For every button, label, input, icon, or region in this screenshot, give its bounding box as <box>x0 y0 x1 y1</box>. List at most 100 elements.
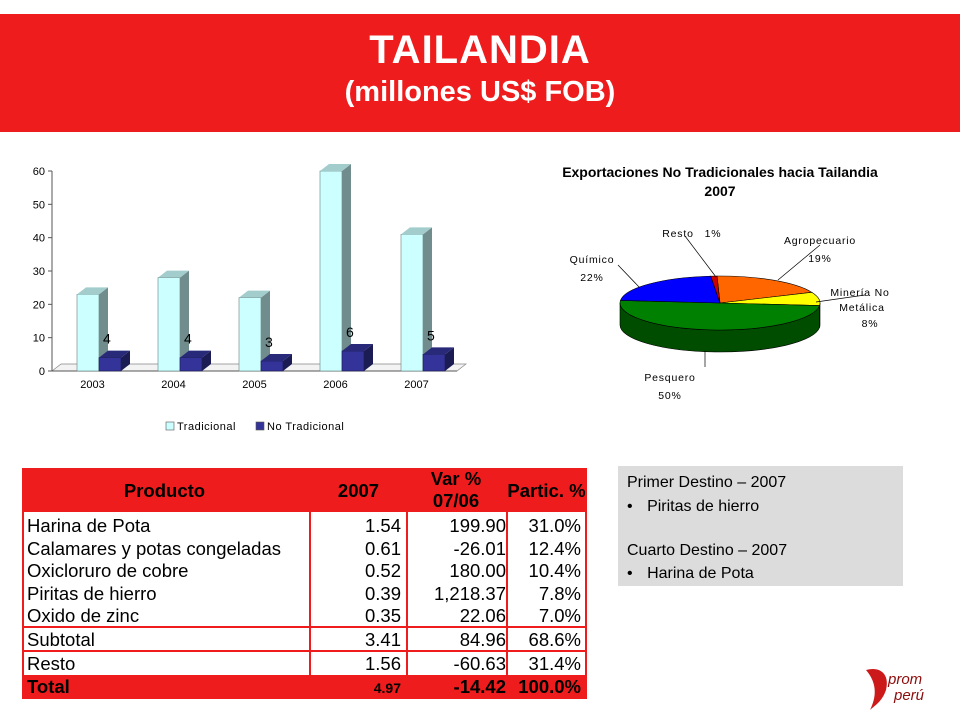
bar-no-tradicional-side <box>283 354 292 371</box>
bar-no-tradicional <box>422 347 454 372</box>
cell-var: 180.00 <box>449 560 506 582</box>
cell-partic: 31.0% <box>528 515 581 536</box>
cell-2007: 1.54 <box>364 515 401 536</box>
bar-tradicional-top <box>320 164 351 171</box>
cell-partic: 10.4% <box>528 560 581 582</box>
bar-tradicional <box>157 270 189 372</box>
y-tick-label: 30 <box>33 266 45 278</box>
cell-producto: Oxicloruro de cobre <box>27 560 189 582</box>
cell-var: -26.01 <box>453 537 506 559</box>
bar-tradicional-side <box>423 227 432 371</box>
x-tick-label: 2005 <box>242 379 266 391</box>
legend-swatch <box>165 421 175 431</box>
logo-text-prom: prom <box>887 671 922 688</box>
y-tick-label: 0 <box>39 366 45 378</box>
cell-producto: Total <box>27 676 70 697</box>
y-tick-label: 60 <box>33 166 45 178</box>
bar-no-tradicional <box>98 350 130 372</box>
bar-tradicional-side <box>180 270 189 371</box>
header-var-line2: 07/06 <box>432 490 480 511</box>
header-producto: Producto <box>123 480 206 501</box>
promperu-logo: prom perú <box>866 668 925 710</box>
bar-tradicional-top <box>77 287 108 295</box>
table-rule <box>22 626 587 628</box>
table-header: Producto 2007 Var % 07/06 Partic. % <box>22 468 587 512</box>
bar-tradicional <box>238 290 270 372</box>
table-border-left <box>22 468 24 699</box>
bar-no-tradicional <box>179 350 211 372</box>
destino-info-box: Primer Destino – 2007 • Piritas de hierr… <box>618 466 903 586</box>
bar-tradicional <box>400 227 432 372</box>
cell-var: 22.06 <box>459 605 506 627</box>
page-title: TAILANDIA <box>369 28 591 72</box>
pie-slice <box>619 300 820 331</box>
pie-slice <box>620 275 721 304</box>
bar-tradicional-side <box>261 290 270 371</box>
bar-tradicional-front <box>76 294 100 372</box>
cell-2007: 0.52 <box>364 560 401 582</box>
bullet-item: • Piritas de hierro <box>627 498 759 516</box>
pie-title: Exportaciones No Tradicionales hacia Tai… <box>562 164 878 180</box>
cell-2007: 0.61 <box>364 537 401 559</box>
title-banner: TAILANDIA (millones US$ FOB) <box>0 14 960 132</box>
bar-no-tradicional-top <box>261 354 292 361</box>
pie-label: Metálica <box>839 302 885 314</box>
bullet-item: • Harina de Pota <box>627 565 754 583</box>
bullet-icon: • <box>627 565 633 582</box>
cell-partic: 12.4% <box>528 537 581 559</box>
pie-label: Químico <box>570 254 615 266</box>
bullet-icon: • <box>627 498 633 515</box>
cell-producto: Resto <box>27 653 76 674</box>
bar-tradicional <box>319 164 351 372</box>
bar-tradicional-front <box>319 170 343 372</box>
table-row-total: Total 4.97 -14.42 100.0% <box>22 675 587 699</box>
data-label: 4 <box>103 331 111 347</box>
cell-producto: Subtotal <box>27 629 95 650</box>
bar-no-tradicional-side <box>121 350 130 371</box>
pie-chart: Exportaciones No Tradicionales hacia Tai… <box>562 164 889 402</box>
table-row: Resto 1.56 -60.63 31.4% <box>22 652 587 675</box>
logo-swoosh-icon <box>866 668 887 710</box>
x-tick-label: 2004 <box>161 379 185 391</box>
page-subtitle: (millones US$ FOB) <box>344 76 616 108</box>
cell-2007: 4.97 <box>373 680 401 696</box>
pie-pct-label: 8% <box>862 318 879 330</box>
logo-text-peru: perú <box>893 687 925 704</box>
bar-no-tradicional <box>260 354 292 372</box>
cell-partic: 31.4% <box>528 653 581 674</box>
info-primer-destino: Primer Destino – 2007 <box>627 474 787 491</box>
header-var-line1: Var % <box>430 468 482 489</box>
table-row: Harina de Pota 1.54 199.90 31.0% <box>22 514 587 537</box>
y-tick-label: 50 <box>33 199 45 211</box>
x-tick-label: 2003 <box>80 379 104 391</box>
bar-tradicional-top <box>401 227 432 235</box>
cell-producto: Harina de Pota <box>27 515 151 536</box>
pie-label: Minería No <box>830 287 889 299</box>
bar-tradicional-top <box>239 290 270 298</box>
bar-tradicional-front <box>157 277 181 372</box>
info-bullet-2: Harina de Pota <box>647 565 754 582</box>
header-2007: 2007 <box>337 480 380 501</box>
cell-var: 84.96 <box>459 629 506 650</box>
table-row: Piritas de hierro 0.39 1,218.37 7.8% <box>22 582 587 605</box>
cell-producto: Calamares y potas congeladas <box>27 537 282 559</box>
header-partic: Partic. % <box>507 480 586 501</box>
bar-no-tradicional <box>341 344 373 372</box>
cell-2007: 0.39 <box>364 582 401 604</box>
legend-label: Tradicional <box>177 421 236 433</box>
bar-no-tradicional-top <box>423 347 454 355</box>
pie-pct-label: 22% <box>580 272 603 284</box>
bar-tradicional-side <box>99 287 108 371</box>
cell-2007: 1.56 <box>364 653 401 674</box>
table-row: Calamares y potas congeladas 0.61 -26.01… <box>22 537 587 560</box>
legend-label: No Tradicional <box>267 421 344 433</box>
bar-no-tradicional-top <box>99 350 130 358</box>
legend-swatch <box>255 421 265 431</box>
cell-partic: 100.0% <box>518 676 581 697</box>
product-table: Producto 2007 Var % 07/06 Partic. % Hari… <box>22 464 587 702</box>
bar-tradicional-front <box>238 297 262 372</box>
bar-no-tradicional-front <box>422 354 446 372</box>
cell-var: -60.63 <box>453 653 506 674</box>
pie-slice <box>716 275 813 304</box>
cell-partic: 68.6% <box>528 629 581 650</box>
